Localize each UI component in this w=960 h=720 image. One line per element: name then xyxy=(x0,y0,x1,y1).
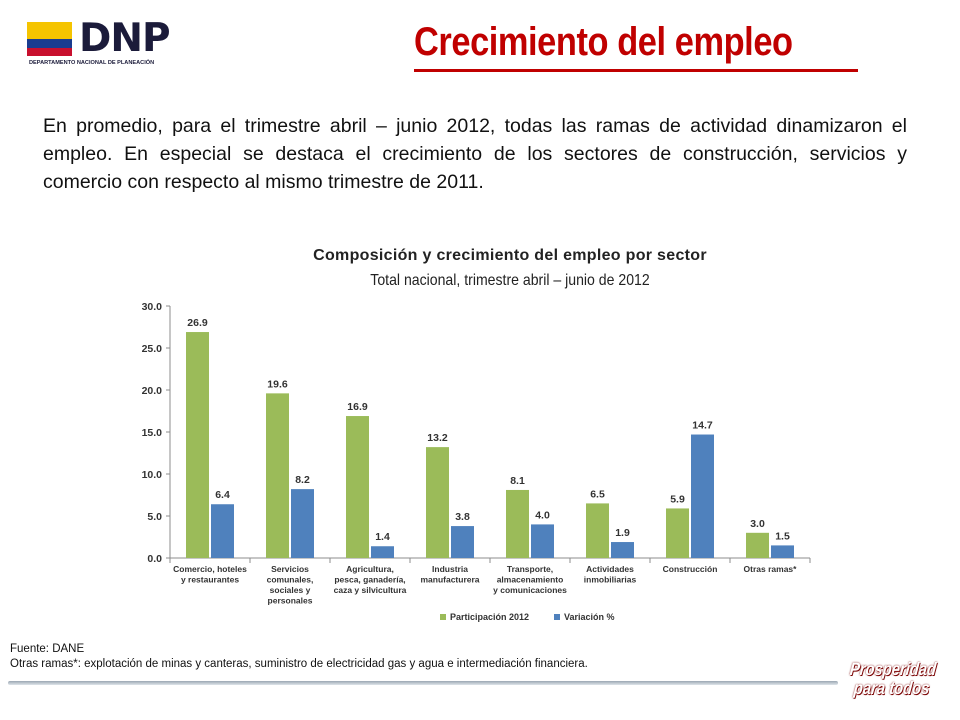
bar-variacion xyxy=(691,434,714,558)
badge-line-1: Prosperidad xyxy=(849,659,938,679)
legend-label: Participación 2012 xyxy=(450,612,529,622)
data-label: 1.4 xyxy=(375,531,390,543)
bar-variacion xyxy=(531,524,554,558)
bar-participacion xyxy=(586,503,609,558)
other-branches-note: Otras ramas*: explotación de minas y can… xyxy=(10,658,588,670)
bar-variacion xyxy=(371,546,394,558)
y-tick-label: 20.0 xyxy=(142,385,163,397)
x-tick-label: sociales y xyxy=(270,585,311,595)
y-tick-label: 25.0 xyxy=(142,343,163,355)
bar-participacion xyxy=(506,489,529,558)
bar-variacion xyxy=(771,545,794,558)
bar-participacion xyxy=(346,416,369,558)
bar-participacion xyxy=(426,447,449,558)
x-tick-label: Servicios xyxy=(271,564,309,574)
logo-subtitle: DEPARTAMENTO NACIONAL DE PLANEACIÓN xyxy=(29,60,155,66)
data-label: 26.9 xyxy=(187,317,208,329)
x-tick-label: almacenamiento xyxy=(497,575,564,585)
y-tick-label: 0.0 xyxy=(147,553,162,565)
x-tick-label: inmobiliarias xyxy=(584,575,637,585)
x-tick-label: Comercio, hoteles xyxy=(173,564,247,574)
y-tick-label: 10.0 xyxy=(142,469,163,481)
footer-notes: Fuente: DANE Otras ramas*: explotación d… xyxy=(10,642,588,672)
x-tick-label: comunales, xyxy=(267,575,314,585)
source-note: Fuente: DANE xyxy=(10,643,85,655)
legend-label: Variación % xyxy=(564,612,615,622)
logo-text: DNP xyxy=(79,16,171,61)
data-label: 3.0 xyxy=(750,518,765,530)
data-label: 13.2 xyxy=(427,432,448,444)
x-tick-label: Construcción xyxy=(663,564,718,574)
footer-divider xyxy=(8,681,838,685)
bar-variacion xyxy=(211,504,234,558)
legend-swatch xyxy=(440,614,446,620)
x-tick-label: Otras ramas* xyxy=(744,564,798,574)
x-tick-label: Actividades xyxy=(586,564,634,574)
bar-variacion xyxy=(451,526,474,558)
bar-variacion xyxy=(611,542,634,558)
x-tick-label: y restaurantes xyxy=(181,575,239,585)
data-label: 16.9 xyxy=(347,401,368,413)
data-label: 1.9 xyxy=(615,527,630,539)
x-tick-label: caza y silvicultura xyxy=(334,585,407,595)
bar-participacion xyxy=(186,332,209,558)
y-tick-label: 30.0 xyxy=(142,301,163,313)
bar-participacion xyxy=(746,532,769,558)
prosperidad-para-todos-logo: Prosperidad para todos xyxy=(849,659,940,702)
x-tick-label: Agricultura, xyxy=(346,564,394,574)
dnp-logo: DNP DEPARTAMENTO NACIONAL DE PLANEACIÓN xyxy=(27,16,187,70)
page-title: Crecimiento del empleo xyxy=(414,20,793,64)
data-label: 1.5 xyxy=(775,530,790,542)
data-label: 8.2 xyxy=(295,474,310,486)
y-tick-label: 15.0 xyxy=(142,427,163,439)
badge-line-2: para todos xyxy=(853,678,931,698)
x-tick-label: Industria xyxy=(432,564,468,574)
x-tick-label: pesca, ganadería, xyxy=(334,575,405,585)
legend-swatch xyxy=(554,614,560,620)
data-label: 3.8 xyxy=(455,511,470,523)
chart-title: Composición y crecimiento del empleo por… xyxy=(313,247,707,264)
title-underline xyxy=(414,69,858,72)
bar-participacion xyxy=(266,393,289,558)
chart-subtitle: Total nacional, trimestre abril – junio … xyxy=(370,272,650,289)
data-label: 5.9 xyxy=(670,493,685,505)
y-tick-label: 5.0 xyxy=(147,511,162,523)
bar-participacion xyxy=(666,508,689,558)
data-label: 6.4 xyxy=(215,489,230,501)
x-tick-label: personales xyxy=(268,596,313,606)
data-label: 19.6 xyxy=(267,378,288,390)
data-label: 8.1 xyxy=(510,475,525,487)
x-tick-label: manufacturera xyxy=(420,575,479,585)
bar-variacion xyxy=(291,489,314,558)
data-label: 14.7 xyxy=(692,420,713,432)
colombia-flag-icon xyxy=(27,22,72,56)
intro-paragraph: En promedio, para el trimestre abril – j… xyxy=(43,115,907,193)
x-tick-label: Transporte, xyxy=(507,564,553,574)
x-tick-label: y comunicaciones xyxy=(493,585,567,595)
data-label: 4.0 xyxy=(535,509,550,521)
data-label: 6.5 xyxy=(590,488,605,500)
